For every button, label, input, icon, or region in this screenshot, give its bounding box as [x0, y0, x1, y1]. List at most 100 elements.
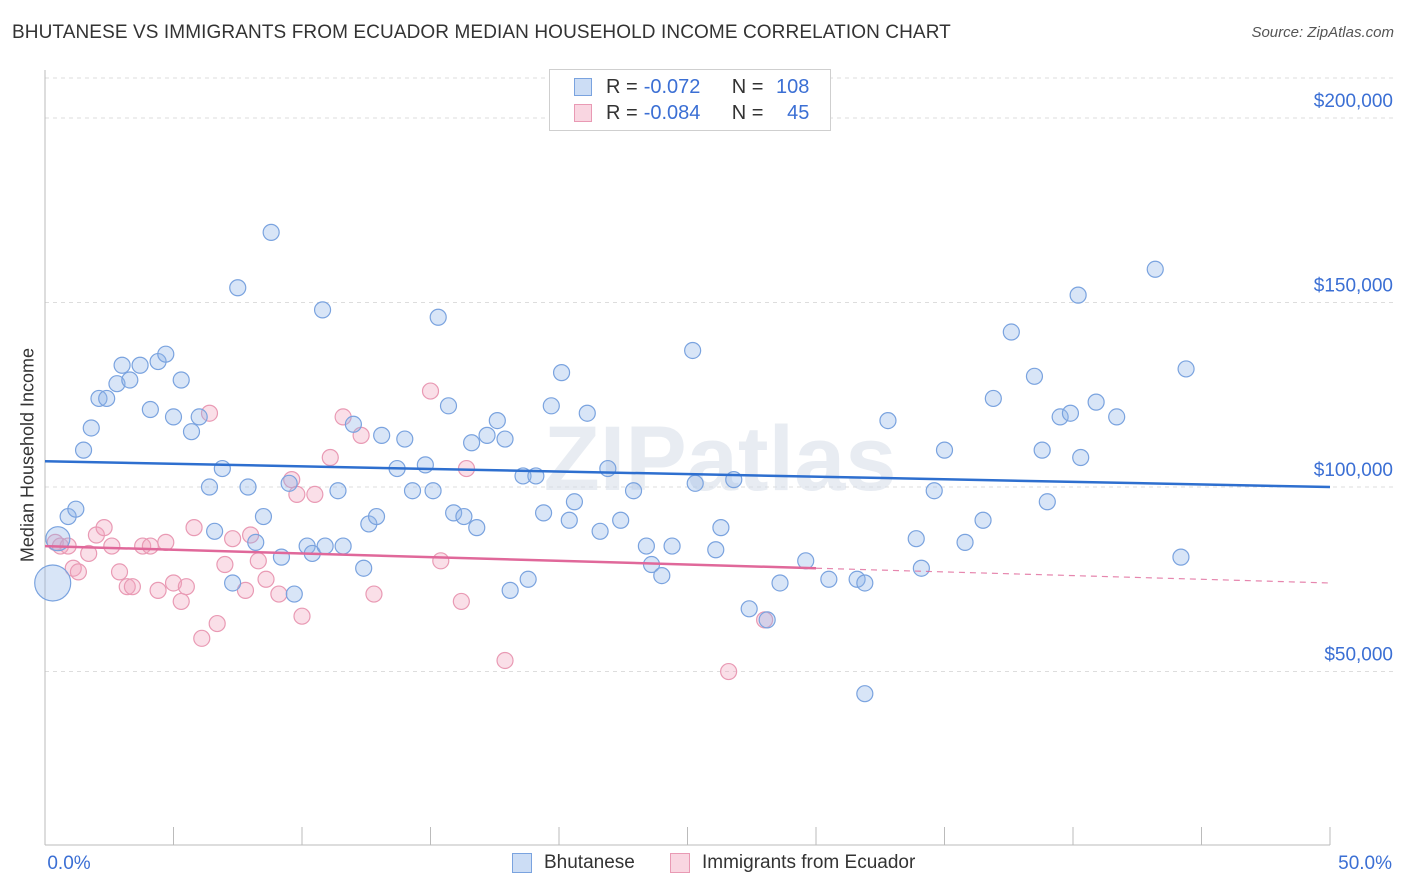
x-tick-label: 0.0%	[47, 853, 90, 874]
data-point-bhutanese	[653, 566, 671, 585]
legend-n-label: N =	[731, 101, 764, 124]
trend-line-ecuador-extension	[815, 567, 1331, 584]
data-point-bhutanese	[416, 456, 434, 474]
data-point-bhutanese	[463, 434, 481, 452]
data-point-bhutanese	[552, 364, 571, 382]
legend-swatch-blue	[574, 78, 592, 96]
data-point-bhutanese	[367, 507, 386, 526]
legend-r-value: -0.072	[643, 75, 701, 98]
data-point-ecuador	[216, 555, 234, 574]
data-point-bhutanese	[98, 389, 116, 408]
data-point-ecuador	[720, 662, 738, 681]
data-point-bhutanese	[285, 585, 303, 603]
data-point-bhutanese	[182, 423, 201, 441]
series-legend: Bhutanese Immigrants from Ecuador	[0, 852, 1406, 876]
data-point-bhutanese	[578, 404, 596, 422]
legend-row-bhutanese: R = -0.072 N = 108	[574, 75, 809, 99]
data-point-bhutanese	[141, 400, 159, 419]
data-point-ecuador	[141, 537, 159, 555]
data-point-bhutanese	[1172, 548, 1190, 566]
legend-n-label: N =	[731, 75, 764, 98]
data-point-bhutanese	[1038, 493, 1056, 511]
legend-row-ecuador: R = -0.084 N = 45	[574, 101, 809, 125]
data-point-bhutanese	[1033, 441, 1051, 459]
data-point-bhutanese	[1087, 393, 1105, 411]
data-point-bhutanese	[396, 430, 414, 448]
data-point-bhutanese	[663, 537, 681, 555]
y-tick-label: $150,000	[1314, 276, 1393, 297]
data-point-bhutanese	[1025, 367, 1044, 385]
data-point-bhutanese	[624, 482, 643, 500]
y-tick-label: $200,000	[1314, 91, 1393, 112]
data-point-bhutanese	[856, 685, 874, 703]
data-point-ecuador	[432, 552, 450, 570]
data-point-bhutanese	[200, 478, 219, 496]
data-point-ecuador	[365, 585, 383, 603]
data-point-bhutanese	[879, 411, 897, 430]
data-point-bhutanese	[519, 570, 537, 588]
legend-item-bhutanese[interactable]: Bhutanese	[512, 852, 635, 874]
data-point-bhutanese	[565, 493, 584, 511]
data-point-ecuador	[200, 404, 219, 422]
data-point-bhutanese	[334, 537, 352, 555]
data-point-bhutanese	[164, 408, 183, 426]
data-point-bhutanese	[907, 530, 925, 548]
data-point-ecuador	[452, 592, 470, 611]
data-point-bhutanese	[686, 474, 704, 492]
data-point-bhutanese	[1108, 408, 1126, 426]
data-point-bhutanese	[599, 459, 617, 478]
data-point-ecuador	[257, 570, 275, 588]
data-point-bhutanese	[113, 356, 131, 374]
data-point-bhutanese	[329, 482, 347, 500]
data-point-bhutanese	[1072, 448, 1090, 467]
data-point-bhutanese	[121, 371, 139, 389]
data-point-ecuador	[208, 614, 226, 633]
data-point-bhutanese	[213, 459, 231, 478]
data-point-ecuador	[236, 581, 255, 599]
y-tick-label: $100,000	[1314, 460, 1393, 481]
data-point-ecuador	[306, 485, 324, 504]
data-point-bhutanese	[797, 552, 815, 570]
data-point-bhutanese	[974, 511, 992, 529]
data-point-bhutanese	[856, 574, 874, 592]
data-point-bhutanese	[712, 519, 730, 537]
data-point-ecuador	[110, 563, 129, 581]
data-point-bhutanese	[190, 408, 208, 426]
data-point-ecuador	[157, 533, 175, 551]
data-point-bhutanese	[206, 522, 224, 540]
data-point-bhutanese	[1177, 360, 1195, 378]
data-point-bhutanese	[82, 419, 100, 437]
legend-n-value: 45	[787, 101, 810, 124]
data-point-bhutanese	[157, 345, 175, 363]
data-point-ecuador	[224, 530, 242, 548]
data-point-bhutanese	[956, 533, 974, 551]
trend-line-bhutanese	[44, 459, 1331, 489]
data-point-bhutanese	[229, 279, 247, 297]
data-point-bhutanese	[247, 533, 265, 551]
data-point-ecuador	[164, 574, 183, 592]
data-point-bhutanese	[429, 308, 447, 326]
data-point-bhutanese	[935, 441, 954, 459]
data-point-bhutanese	[771, 574, 789, 592]
chart-source: Source: ZipAtlas.com	[1251, 24, 1394, 41]
data-point-ecuador	[496, 651, 514, 670]
data-point-bhutanese	[254, 507, 273, 526]
chart-title: BHUTANESE VS IMMIGRANTS FROM ECUADOR MED…	[12, 22, 951, 43]
data-point-bhutanese	[501, 581, 519, 599]
data-point-bhutanese	[1051, 408, 1069, 426]
data-point-bhutanese	[1002, 323, 1020, 341]
data-point-bhutanese	[224, 574, 242, 592]
legend-n-value: 108	[776, 75, 810, 98]
data-point-bhutanese	[403, 482, 422, 500]
data-point-bhutanese	[172, 371, 190, 389]
data-point-bhutanese	[262, 223, 280, 241]
data-point-ecuador	[118, 578, 136, 596]
data-point-bhutanese	[373, 426, 391, 444]
data-point-bhutanese	[707, 541, 725, 559]
data-point-bhutanese	[468, 519, 486, 537]
data-point-bhutanese	[637, 537, 655, 555]
legend-item-ecuador[interactable]: Immigrants from Ecuador	[670, 852, 915, 874]
watermark: ZIPatlas	[544, 408, 897, 510]
trend-line-ecuador	[44, 544, 817, 570]
